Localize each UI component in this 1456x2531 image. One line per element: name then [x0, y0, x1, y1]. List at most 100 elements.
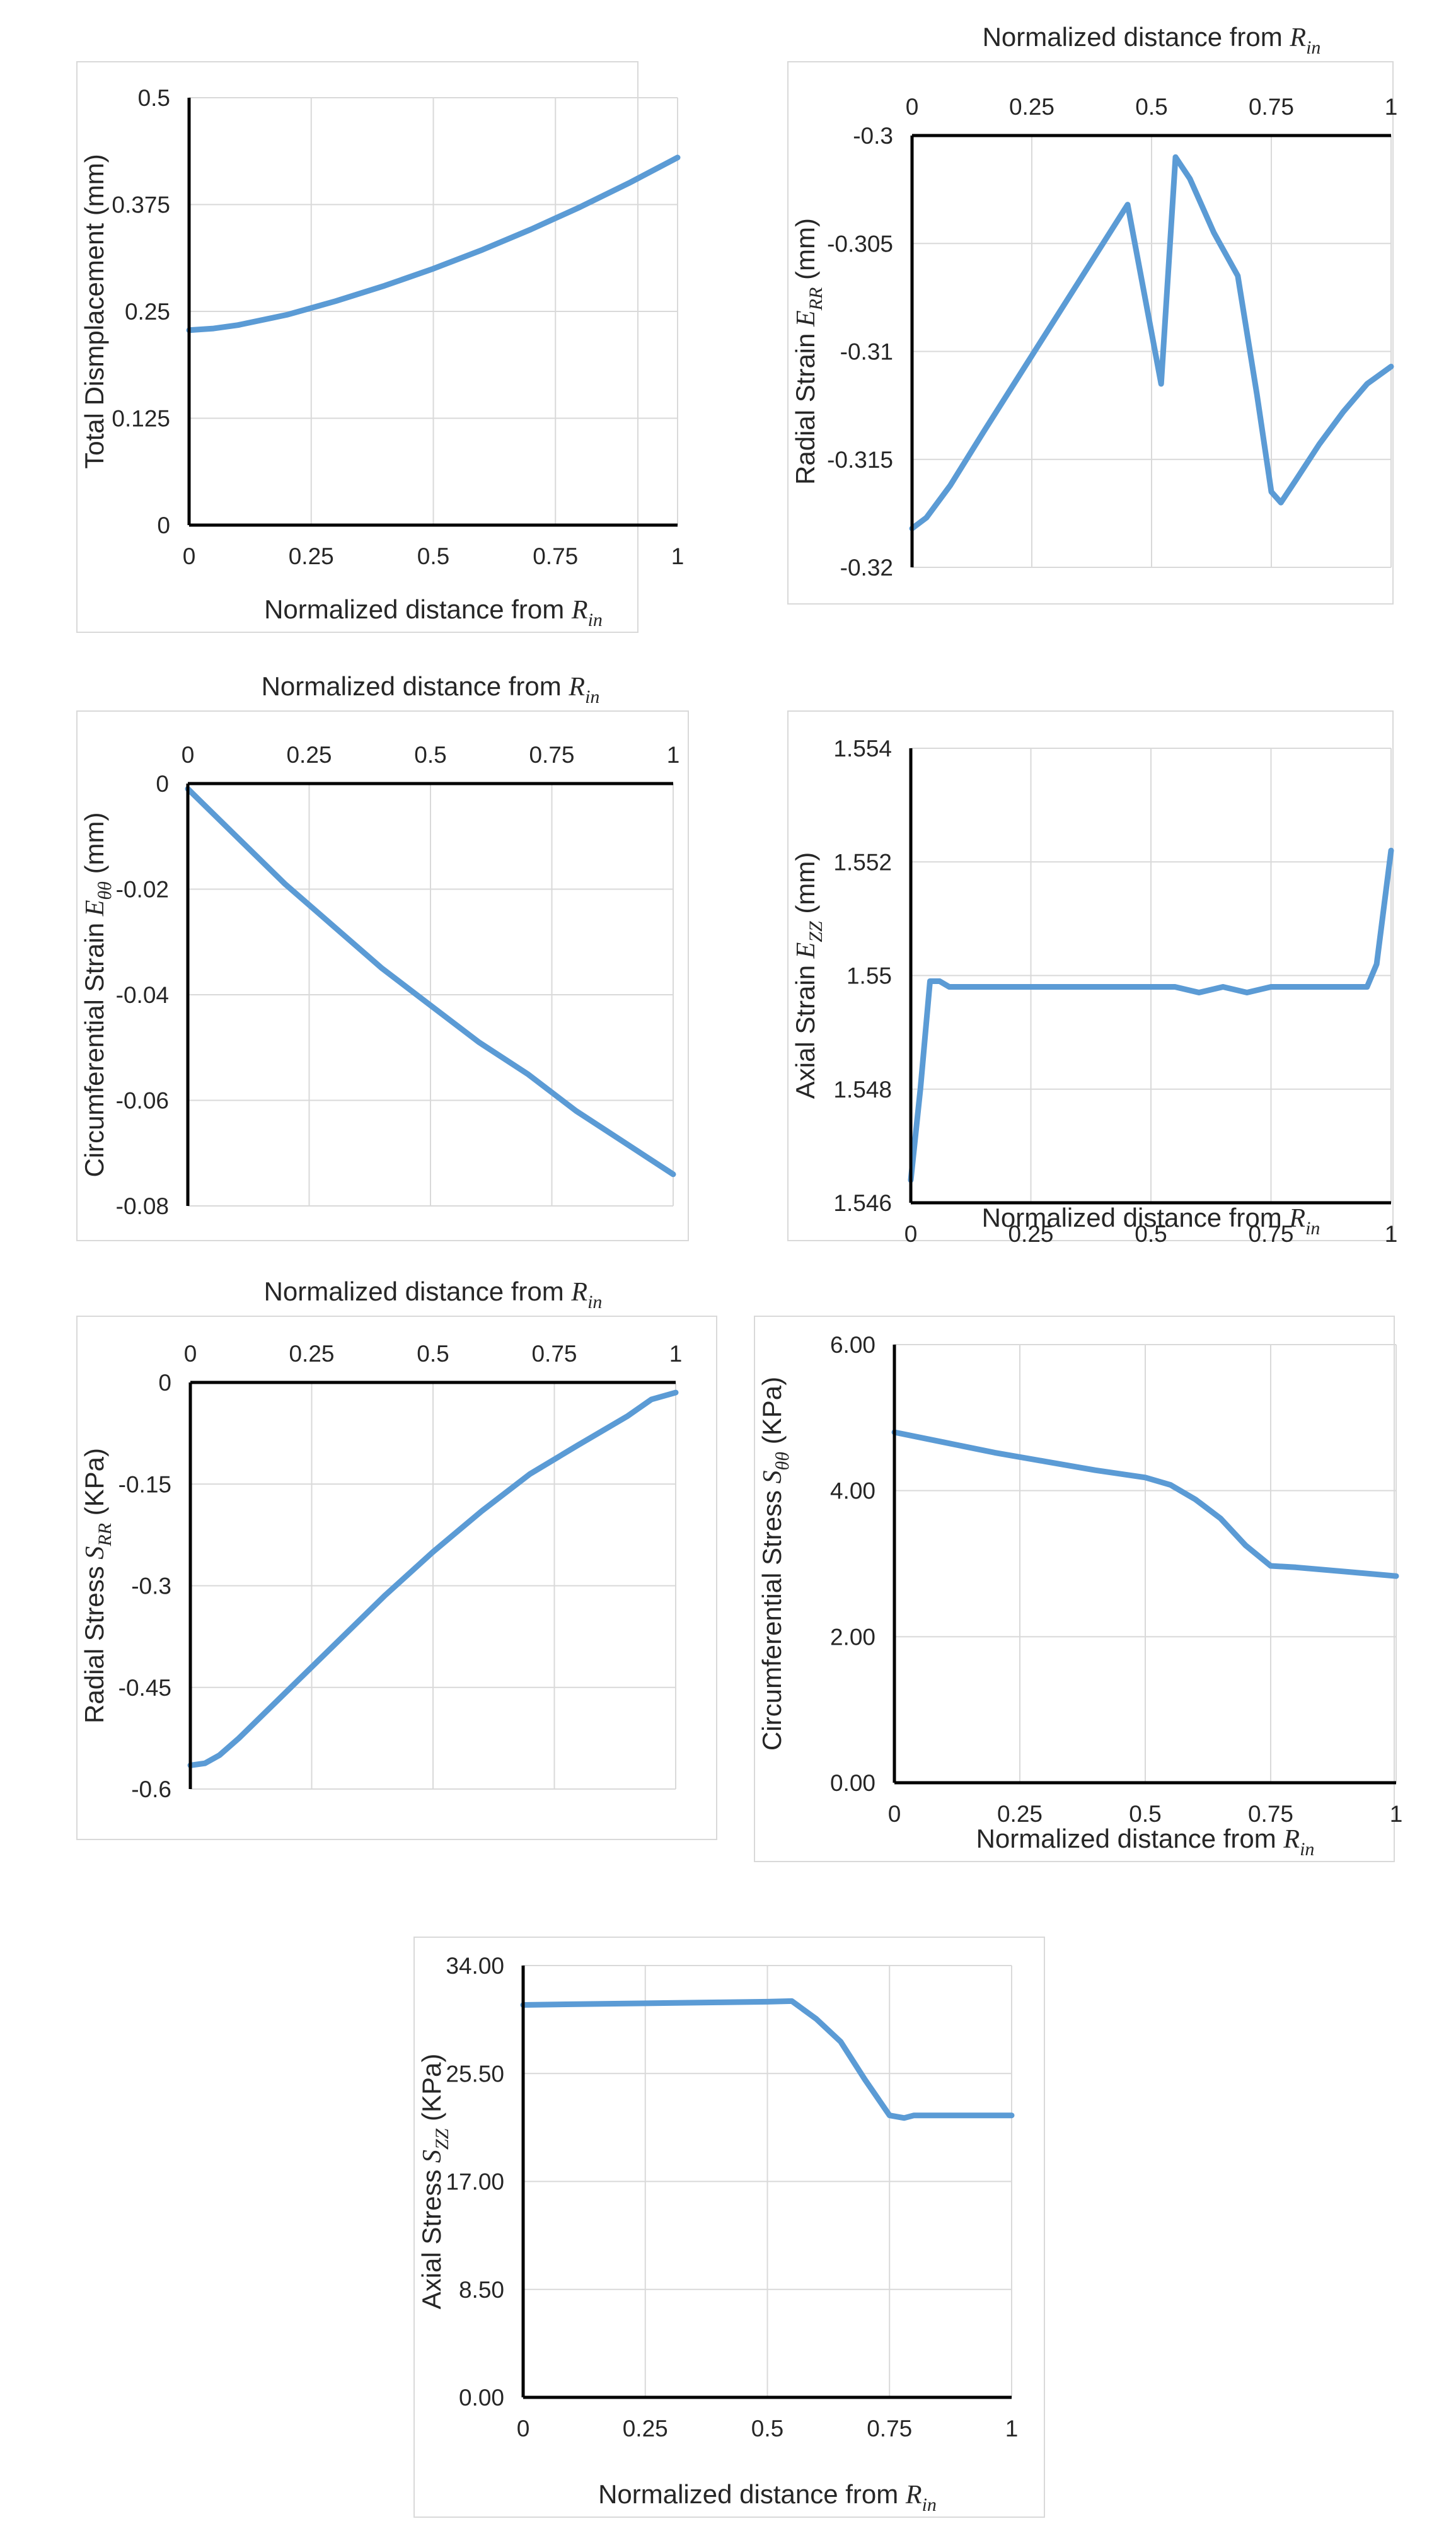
x-axis-title-text: Normalized distance from: [983, 22, 1290, 52]
x-axis-symbol: R: [568, 673, 585, 702]
series-line-stt: [891, 1429, 1399, 1579]
y-tick-label: 0.00: [830, 1770, 875, 1796]
y-axis-symbol: S: [758, 1470, 787, 1490]
x-axis-subscript: in: [1300, 1839, 1314, 1860]
chart-szz: 34.00 25.50 17.00 8.50 0.00 0 0.25 0.5 0.75 1 Norm…: [413, 1937, 1045, 2518]
x-tick-label: 0: [906, 94, 919, 120]
chart-frame: [413, 1937, 1045, 2518]
y-axis-title-text: Circumferential Strain: [79, 923, 109, 1178]
chart-srr: 0 -0.15 -0.3 -0.45 -0.6 0 0.25 0.5 0.75 1 Normaliz…: [76, 1277, 717, 1840]
x-axis-symbol: R: [570, 1278, 587, 1307]
y-axis-subscript: ZZ: [806, 921, 826, 942]
x-tick-label: 1: [1385, 1221, 1398, 1247]
x-tick-label: 0.5: [1135, 94, 1167, 120]
x-tick-label: 0.25: [1008, 1221, 1053, 1247]
y-tick-label: -0.31: [840, 339, 893, 365]
y-tick-label: 0.125: [112, 406, 170, 432]
x-axis-title: Normalized distance from Rin: [983, 22, 1321, 58]
x-tick-label: 0: [184, 1341, 197, 1367]
x-tick-label: 0: [517, 2416, 530, 2441]
y-tick-label: 1.554: [833, 736, 892, 762]
y-tick-label: 0: [157, 513, 170, 538]
y-tick-label: -0.3: [131, 1573, 171, 1599]
x-axis-title-text: Normalized distance from: [982, 1203, 1290, 1232]
chart-disp: 0.5 0.375 0.25 0.125 00 0.25 0.5 0.75 1 Normalize…: [76, 61, 684, 633]
x-axis-symbol: R: [1289, 23, 1306, 52]
y-tick-label: -0.305: [827, 231, 893, 257]
x-tick-label: 1: [667, 742, 680, 768]
y-tick-label: -0.08: [116, 1193, 169, 1219]
y-axis-unit: (KPa): [417, 2054, 446, 2129]
x-tick-label: 0.25: [997, 1801, 1043, 1827]
x-axis-subscript: in: [585, 686, 599, 707]
chart-frame: [76, 1316, 717, 1840]
x-tick-label: 1: [1390, 1801, 1403, 1827]
x-tick-label: 0.25: [289, 543, 334, 569]
series-line-disp: [186, 154, 681, 333]
chart-ezz: 1.554 1.552 1.55 1.548 1.546 0 0.25 0.5 0.75 1 Nor…: [787, 710, 1398, 1247]
y-tick-label: -0.02: [116, 877, 169, 903]
y-tick-label: 0.5: [138, 85, 170, 111]
series-line-err: [909, 154, 1394, 531]
x-axis-subscript: in: [1305, 1218, 1320, 1239]
x-axis-title: Normalized distance from Rin: [982, 1203, 1320, 1239]
y-tick-label: 4.00: [830, 1478, 875, 1504]
x-axis-title: Normalized distance from Rin: [598, 2479, 937, 2515]
x-tick-label: 0.5: [1135, 1221, 1167, 1247]
x-axis-title-text: Normalized distance from: [264, 594, 572, 624]
x-axis-title-text: Normalized distance from: [976, 1824, 1284, 1853]
x-axis-symbol: R: [1283, 1825, 1300, 1854]
x-tick-label: 0.5: [417, 1341, 449, 1367]
x-tick-label: 0.75: [531, 1341, 577, 1367]
x-axis-symbol: R: [1288, 1204, 1305, 1233]
y-axis-symbol: E: [81, 900, 110, 923]
x-tick-label: 1: [669, 1341, 683, 1367]
chart-frame: [76, 710, 689, 1241]
y-axis-title-text: Axial Stress: [417, 2170, 446, 2310]
x-axis-subscript: in: [1306, 37, 1320, 58]
y-axis-title: Radial Strain ERR (mm): [790, 218, 826, 485]
x-axis-title: Normalized distance from Rin: [264, 1277, 603, 1312]
y-tick-label: -0.315: [827, 447, 893, 473]
y-axis-unit: (mm): [790, 852, 820, 922]
x-tick-label: 0.75: [867, 2416, 912, 2441]
y-tick-label: -0.15: [118, 1471, 171, 1497]
x-tick-label: 0.5: [1129, 1801, 1161, 1827]
x-tick-label: 0.75: [529, 742, 574, 768]
y-tick-label: -0.45: [118, 1675, 171, 1701]
y-axis-symbol: E: [792, 310, 821, 333]
x-axis-title: Normalized distance from Rin: [262, 671, 600, 707]
y-axis-title: Axial Strain EZZ (mm): [790, 852, 826, 1099]
x-axis-title-text: Normalized distance from: [598, 2479, 906, 2509]
y-axis-unit: (mm): [79, 812, 109, 881]
y-axis-subscript: RR: [95, 1523, 115, 1547]
y-axis-subscript: RR: [806, 287, 826, 311]
chart-err: -0.3 -0.305 -0.31 -0.315 -0.32 0 0.25 0.5 0.75 1 N…: [787, 22, 1398, 605]
y-tick-label: 1.55: [846, 963, 892, 989]
x-axis-symbol: R: [905, 2481, 922, 2510]
x-tick-label: 0: [183, 543, 196, 569]
x-tick-label: 0.75: [1248, 1221, 1293, 1247]
y-axis-subscript: θθ: [95, 881, 115, 900]
y-axis-symbol: E: [792, 942, 821, 965]
chart-frame: [76, 61, 638, 633]
x-axis-subscript: in: [587, 1292, 602, 1312]
y-tick-label: 8.50: [459, 2277, 504, 2303]
x-tick-label: 0.25: [1009, 94, 1054, 120]
x-axis-subscript: in: [922, 2494, 937, 2515]
x-axis-title: Normalized distance from Rin: [264, 594, 603, 630]
y-tick-label: 1.546: [833, 1190, 892, 1216]
x-axis-title: Normalized distance from Rin: [976, 1824, 1315, 1860]
y-axis-title-text: Radial Stress: [79, 1566, 109, 1723]
x-axis-title-text: Normalized distance from: [262, 671, 569, 701]
x-tick-label: 1: [1385, 94, 1398, 120]
y-axis-title: Total Dismplacement (mm): [79, 154, 109, 468]
series-line-szz: [520, 1998, 1015, 2121]
y-axis-title-text: Axial Strain: [790, 965, 820, 1099]
y-tick-label: 34.00: [446, 1953, 504, 1979]
y-axis-title: Circumferential Stress Sθθ (KPa): [757, 1377, 793, 1751]
x-tick-label: 0.5: [414, 742, 446, 768]
chart-ett: 0 -0.02 -0.04 -0.06 -0.08 0 0.25 0.5 0.75 1 Normal…: [76, 671, 689, 1241]
series-line-ezz: [908, 847, 1394, 1183]
y-axis-title: Circumferential Strain Eθθ (mm): [79, 812, 115, 1177]
